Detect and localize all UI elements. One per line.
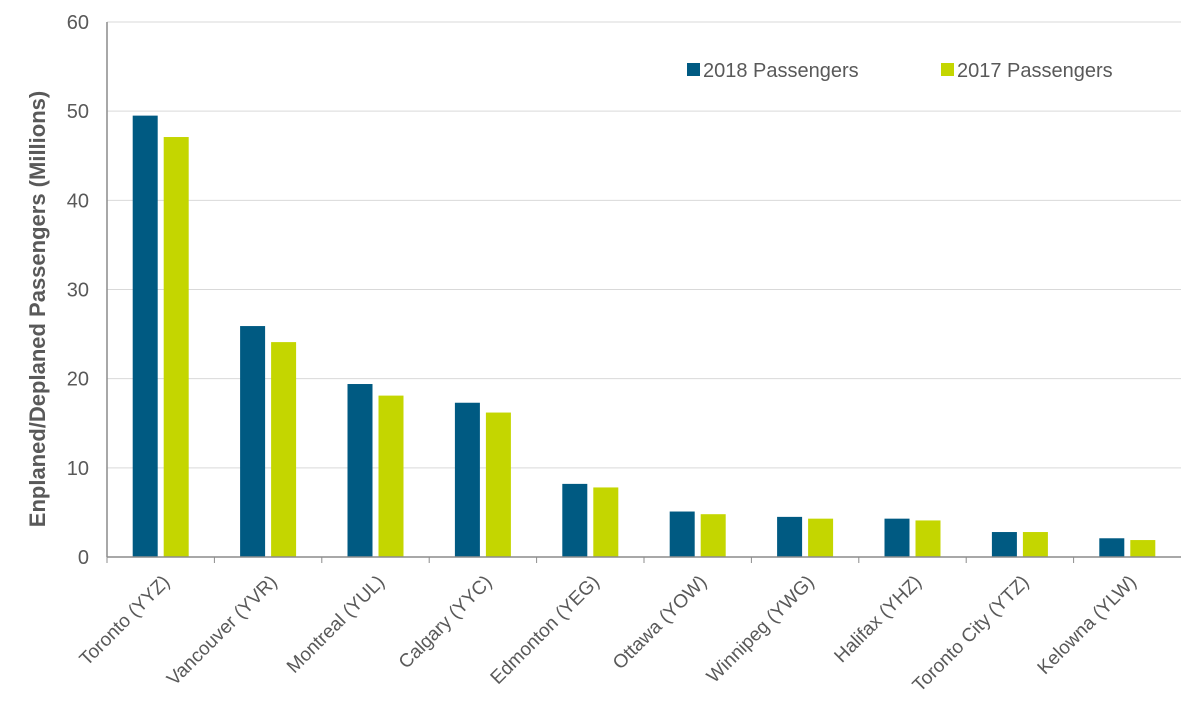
bar-series2 [1022,532,1048,557]
x-tick-label: Montreal (YUL) [283,572,389,678]
gridlines [107,21,1181,469]
x-tick-labels: Toronto (YYZ)Vancouver (YVR) Montreal (YU… [76,572,1141,697]
legend-label: 2017 Passengers [957,60,1113,82]
bar-series2 [593,487,619,557]
bar-series1 [132,115,158,557]
legend-swatch [687,63,700,76]
legend: 2018 Passengers 2017 Passengers [687,60,1113,82]
bar-series1 [454,402,480,557]
bar-series2 [1130,540,1156,557]
x-tick-label: Kelowna (YLW) [1034,572,1141,679]
y-tick-label: 60 [67,12,89,34]
x-tick-label: Calgary (YYC) [395,572,496,673]
bar-series1 [669,511,695,557]
bars [132,115,1156,557]
bar-series2 [915,520,941,557]
x-tick-label: Toronto City (YTZ) [909,572,1034,697]
bar-series1 [991,532,1017,557]
legend-label: 2018 Passengers [703,60,859,82]
x-tick-label: Winnipeg (YWG) [703,572,819,688]
axes [106,22,1181,563]
bar-series1 [777,516,803,557]
bar-series1 [562,483,588,557]
bar-series2 [163,137,189,557]
x-tick-label: Toronto (YYZ) [76,572,174,670]
x-tick-label: Ottawa (YOW) [609,572,711,674]
y-tick-label: 50 [67,101,89,123]
bar-series1 [884,518,910,557]
y-tick-labels: 0 10 20 30 40 50 60 [67,12,89,569]
bar-series1 [347,384,373,557]
y-axis-label: Enplaned/Deplaned Passengers (Millions) [25,91,50,527]
x-tick-label: Halifax (YHZ) [831,572,926,667]
y-tick-label: 10 [67,458,89,480]
y-tick-label: 40 [67,190,89,212]
y-tick-label: 20 [67,369,89,391]
bar-series2 [485,412,511,557]
bar-series1 [1099,538,1125,557]
bar-series2 [271,342,297,557]
x-tick-label: Edmonton (YEG) [487,572,604,689]
y-tick-label: 0 [78,547,89,569]
bar-series2 [808,518,834,557]
x-tick-label: Vancouver (YVR) [163,572,281,690]
bar-series1 [240,326,266,557]
bar-series2 [378,395,404,557]
y-tick-label: 30 [67,280,89,302]
legend-swatch [941,63,954,76]
bar-series2 [700,514,726,557]
